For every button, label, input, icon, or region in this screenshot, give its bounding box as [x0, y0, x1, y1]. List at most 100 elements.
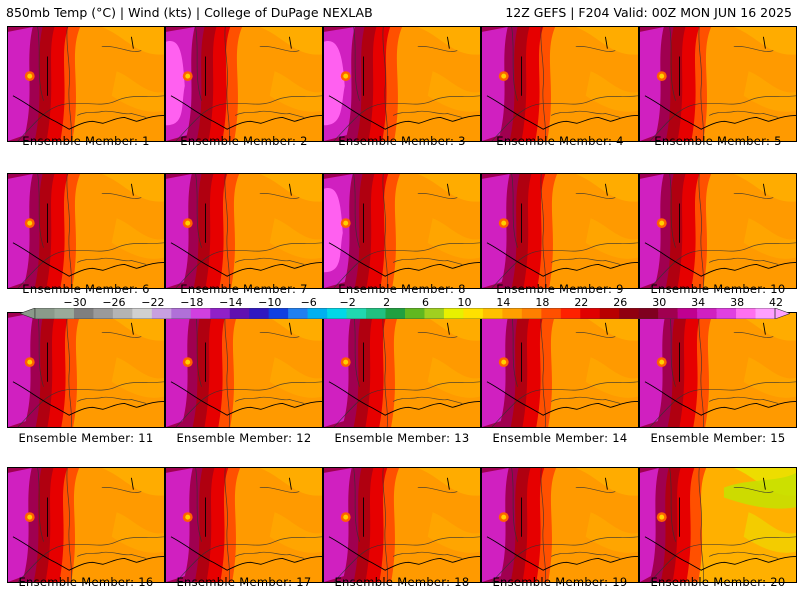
- ensemble-map-panel: [639, 467, 797, 583]
- colorbar-segment: [268, 308, 289, 319]
- colorbar-segment: [658, 308, 678, 319]
- colorbar-segment: [482, 308, 503, 319]
- ensemble-map-panel: [7, 26, 165, 142]
- colorbar-segment: [190, 308, 211, 319]
- ensemble-member-caption: Ensemble Member: 9: [496, 282, 624, 296]
- ensemble-member-caption: Ensemble Member: 19: [492, 575, 628, 589]
- colorbar-segment: [697, 308, 717, 319]
- ensemble-map-panel: [323, 26, 481, 142]
- ensemble-map-panel: [165, 173, 323, 289]
- colorbar-label: −30: [63, 296, 87, 309]
- ensemble-map-panel: [165, 26, 323, 142]
- colorbar-segment: [151, 308, 172, 319]
- colorbar-label: −22: [141, 296, 165, 309]
- colorbar-segment: [755, 308, 776, 319]
- colorbar-label: 26: [613, 296, 628, 309]
- ensemble-member-caption: Ensemble Member: 13: [334, 431, 470, 445]
- colorbar-label: 38: [730, 296, 745, 309]
- colorbar-segment: [112, 308, 133, 319]
- ensemble-map-panel: [323, 312, 481, 428]
- colorbar-label: −26: [102, 296, 126, 309]
- ensemble-map-panel: [481, 173, 639, 289]
- colorbar-segment: [73, 308, 94, 319]
- ensemble-member-caption: Ensemble Member: 8: [338, 282, 466, 296]
- colorbar-segment: [405, 308, 425, 319]
- map-title: 850mb Temp (°C) | Wind (kts) | College o…: [6, 5, 373, 20]
- ensemble-member-caption: Ensemble Member: 1: [22, 134, 150, 148]
- colorbar-segment: [54, 308, 75, 319]
- colorbar-label: 6: [422, 296, 430, 309]
- colorbar-segment: [599, 308, 620, 319]
- colorbar-segment: [716, 308, 737, 319]
- ensemble-map-panel: [323, 173, 481, 289]
- colorbar-label: 34: [691, 296, 706, 309]
- ensemble-member-caption: Ensemble Member: 10: [650, 282, 786, 296]
- colorbar-segment: [171, 308, 192, 319]
- ensemble-map-panel: [481, 467, 639, 583]
- ensemble-map-panel: [7, 312, 165, 428]
- colorbar-segment: [249, 308, 269, 319]
- colorbar-segment: [424, 308, 445, 319]
- ensemble-member-caption: Ensemble Member: 16: [18, 575, 154, 589]
- colorbar-segment: [580, 308, 601, 319]
- colorbar-segment: [132, 308, 153, 319]
- ensemble-member-caption: Ensemble Member: 14: [492, 431, 628, 445]
- colorbar-segment: [288, 308, 308, 319]
- ensemble-map-panel: [323, 467, 481, 583]
- ensemble-map-panel: [481, 26, 639, 142]
- colorbar-segment: [35, 308, 55, 319]
- colorbar-label: 18: [535, 296, 550, 309]
- colorbar-segment: [229, 308, 250, 319]
- colorbar-label: −10: [258, 296, 282, 309]
- colorbar-segment: [619, 308, 639, 319]
- ensemble-member-caption: Ensemble Member: 2: [180, 134, 308, 148]
- colorbar-segment: [93, 308, 114, 319]
- ensemble-member-caption: Ensemble Member: 5: [654, 134, 782, 148]
- colorbar-segment: [210, 308, 231, 319]
- ensemble-map-panel: [165, 312, 323, 428]
- model-run-info: 12Z GEFS | F204 Valid: 00Z MON JUN 16 20…: [505, 5, 792, 20]
- ensemble-map-panel: [481, 312, 639, 428]
- colorbar-segment: [327, 308, 347, 319]
- ensemble-member-caption: Ensemble Member: 17: [176, 575, 312, 589]
- colorbar-label: 2: [383, 296, 391, 309]
- colorbar-segment: [521, 308, 542, 319]
- colorbar-segment: [638, 308, 659, 319]
- colorbar-label: −6: [300, 296, 317, 309]
- colorbar-label: −14: [219, 296, 243, 309]
- colorbar-segment: [463, 308, 484, 319]
- colorbar-label: −18: [180, 296, 204, 309]
- colorbar-segment: [346, 308, 367, 319]
- colorbar-bar: [20, 308, 790, 319]
- ensemble-member-caption: Ensemble Member: 6: [22, 282, 150, 296]
- ensemble-map-panel: [7, 173, 165, 289]
- ensemble-member-caption: Ensemble Member: 15: [650, 431, 786, 445]
- colorbar-label: 14: [496, 296, 511, 309]
- ensemble-member-caption: Ensemble Member: 12: [176, 431, 312, 445]
- colorbar-segment: [385, 308, 406, 319]
- colorbar-segment: [366, 308, 386, 319]
- ensemble-member-caption: Ensemble Member: 4: [496, 134, 624, 148]
- ensemble-map-panel: [639, 312, 797, 428]
- ensemble-map-panel: [7, 467, 165, 583]
- colorbar-segment: [560, 308, 581, 319]
- ensemble-member-caption: Ensemble Member: 11: [18, 431, 154, 445]
- colorbar-segment: [677, 308, 698, 319]
- colorbar-label: 22: [574, 296, 589, 309]
- ensemble-member-caption: Ensemble Member: 7: [180, 282, 308, 296]
- colorbar-segment: [736, 308, 756, 319]
- ensemble-member-caption: Ensemble Member: 18: [334, 575, 470, 589]
- ensemble-map-panel: [165, 467, 323, 583]
- ensemble-map-panel: [639, 173, 797, 289]
- colorbar-segment: [443, 308, 464, 319]
- ensemble-map-panel: [639, 26, 797, 142]
- colorbar-segment: [541, 308, 562, 319]
- colorbar-label: 42: [769, 296, 784, 309]
- colorbar-label: 10: [457, 296, 472, 309]
- ensemble-member-caption: Ensemble Member: 20: [650, 575, 786, 589]
- colorbar-label: −2: [339, 296, 356, 309]
- colorbar-segment: [307, 308, 328, 319]
- colorbar-label: 30: [652, 296, 667, 309]
- colorbar-segment: [502, 308, 523, 319]
- ensemble-member-caption: Ensemble Member: 3: [338, 134, 466, 148]
